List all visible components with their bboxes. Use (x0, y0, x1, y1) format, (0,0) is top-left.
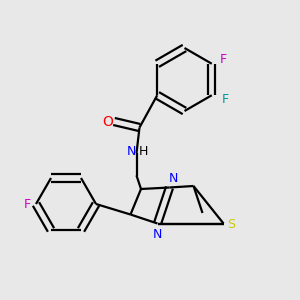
Text: H: H (138, 145, 148, 158)
Text: N: N (168, 172, 178, 185)
Text: N: N (153, 227, 162, 241)
Text: F: F (222, 93, 229, 106)
Text: O: O (102, 115, 113, 128)
Text: N: N (126, 145, 136, 158)
Text: S: S (227, 218, 235, 231)
Text: F: F (220, 53, 227, 66)
Text: F: F (24, 197, 31, 211)
